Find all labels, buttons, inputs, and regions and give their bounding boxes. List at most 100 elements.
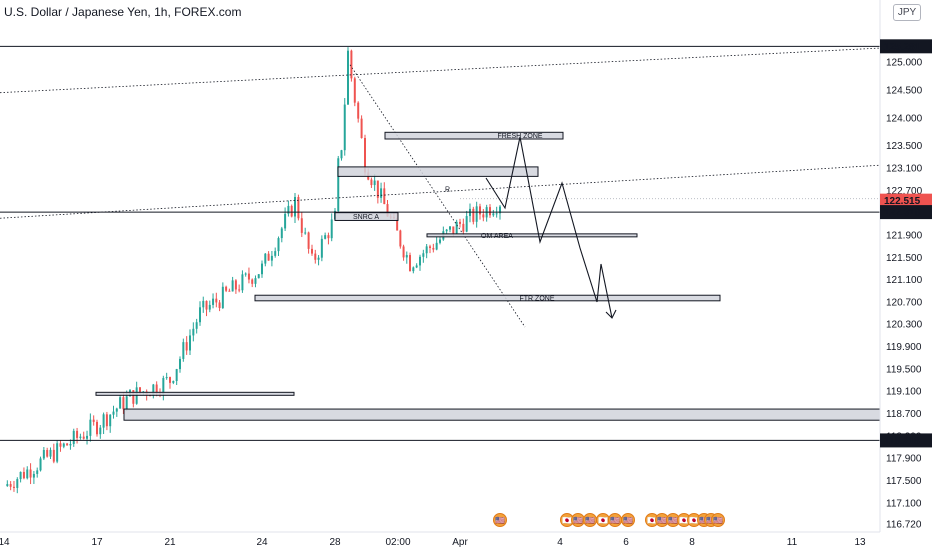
event-flag[interactable]: 🇺🇸 [711,513,725,527]
zone-rect[interactable] [334,212,399,221]
y-tick-label: 122.700 [886,186,923,197]
descending-trendline [349,64,526,328]
candle-body [383,188,386,205]
candle-body [165,377,168,379]
y-tick-label: 124.500 [886,85,923,96]
x-tick-label: 14 [0,537,10,548]
candle-body [29,469,32,478]
candle-body [294,196,296,217]
y-tick-label: 124.000 [886,113,923,124]
time-axis-bg [0,532,932,550]
zone-rect[interactable] [123,408,881,421]
candle-body [370,179,373,186]
y-tick-label: 118.700 [886,409,922,420]
candle-body [472,208,475,222]
candle-body [300,218,303,233]
y-tick-label: 121.500 [886,253,923,264]
candle-body [122,397,125,410]
candle-body [422,253,425,257]
candle-body [228,290,231,292]
candle-body [311,248,313,254]
event-flag[interactable]: 🇺🇸 [621,513,635,527]
price-axis[interactable]: 116.720117.100117.500117.900118.300118.7… [879,0,932,550]
candle-body [99,427,102,435]
candle-body [59,443,62,447]
candle-body [320,238,323,258]
candle-body [347,50,349,105]
candle-body [399,230,402,247]
candle-body [215,298,218,303]
candle-body [425,246,428,254]
candle-body [462,223,465,232]
candle-body [112,411,115,415]
candle-body [277,238,280,252]
event-flag[interactable]: 🇺🇸 [493,513,507,527]
candle-body [439,239,441,243]
candle-body [169,377,171,383]
candle-body [386,204,389,217]
zone-rect[interactable] [384,131,564,140]
candle-body [284,213,287,229]
event-label: 🇯🇵 [679,516,689,525]
candle-body [79,436,82,438]
candle-body [62,443,65,447]
x-tick-label: 11 [787,537,798,548]
currency-badge[interactable]: JPY [893,4,921,21]
event-label: 🇯🇵 [598,516,608,525]
candle-body [89,419,92,436]
candle-body [42,449,45,459]
candle-body [238,289,241,291]
upper-trendline [0,47,881,94]
candle-body [449,226,451,230]
candle-body [82,436,85,439]
candle-body [340,150,343,159]
candle-body [132,390,135,404]
candle-body [16,479,19,488]
candle-body [435,242,438,250]
candle-body [287,205,290,214]
candle-body [402,246,405,258]
event-flag[interactable]: 🇺🇸 [666,513,680,527]
candle-body [189,335,191,351]
y-tick-label: 119.500 [886,364,922,375]
candle-body [350,50,353,79]
y-tick-label: 117.900 [886,454,922,465]
zone-rect[interactable] [95,391,295,396]
zone-rect[interactable] [254,294,721,302]
candle-body [405,255,408,258]
chart-title: U.S. Dollar / Japanese Yen, 1h, FOREX.co… [4,5,242,19]
event-label: 🇺🇸 [610,516,620,525]
candle-body [96,421,98,435]
candle-body [455,221,458,234]
zone-rect[interactable] [426,233,638,238]
candle-body [225,286,228,291]
candle-body [185,342,188,351]
event-flag[interactable]: 🇺🇸 [608,513,622,527]
candle-body [479,206,481,215]
zone-rect[interactable] [337,166,539,177]
x-tick-label: 24 [256,537,268,548]
projection-path [485,136,613,319]
candle-body [415,265,418,268]
candle-body [475,206,478,222]
candle-body [364,137,366,173]
candle-body [109,414,112,427]
time-axis[interactable]: 14 17 21 24 28 02:00 Apr 4 6 8 11 13 [0,531,932,550]
candle-body [221,286,224,308]
candle-body [317,257,320,260]
candle-body [482,214,485,218]
candle-body [208,304,211,310]
event-marker [711,513,725,527]
candle-body [199,307,201,323]
event-label: 🇺🇸 [657,516,667,525]
y-tick-label: 121.100 [886,275,923,286]
event-flag[interactable]: 🇺🇸 [571,513,585,527]
x-tick-label: 28 [329,537,341,548]
event-flag[interactable]: 🇯🇵 [596,513,610,527]
candle-body [492,213,495,216]
candle-body [119,397,122,409]
event-flag[interactable]: 🇺🇸 [583,513,597,527]
y-tick-label: 116.720 [886,520,922,531]
candle-body [231,280,234,292]
